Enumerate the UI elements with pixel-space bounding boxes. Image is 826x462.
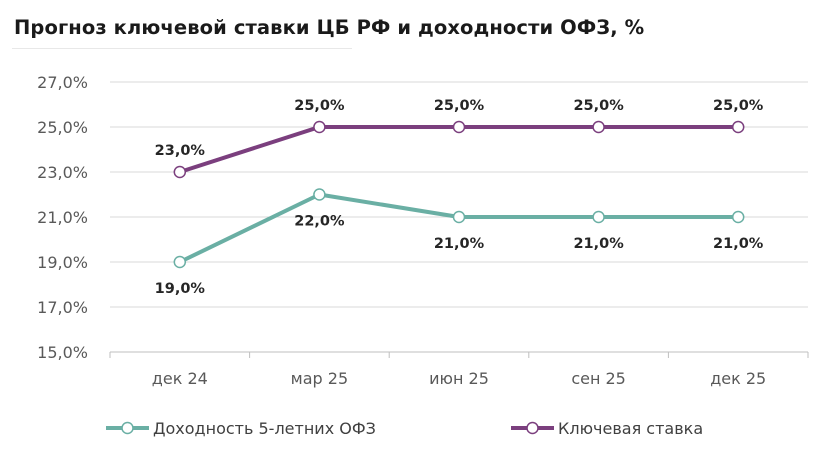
legend-label: Ключевая ставка [558,419,703,438]
data-label: 22,0% [294,214,345,230]
x-tick-label: дек 24 [152,369,208,388]
y-tick-label: 27,0% [37,73,88,92]
y-tick-label: 15,0% [37,343,88,362]
data-point [173,165,187,179]
data-label: 21,0% [573,236,624,252]
data-point [592,210,605,224]
data-label: 25,0% [713,98,764,114]
y-tick-label: 21,0% [37,208,88,227]
data-point [313,120,326,134]
y-tick-label: 25,0% [37,118,88,137]
gridlines [110,81,808,308]
y-tick-label: 23,0% [37,163,88,182]
series-line [177,125,741,174]
x-tick-label: сен 25 [571,369,626,388]
data-label: 19,0% [155,281,206,297]
legend: Доходность 5-летних ОФЗ Ключевая ставка [106,419,703,438]
x-tick-label: дек 25 [710,369,766,388]
data-point [592,120,605,134]
data-label: 25,0% [573,98,624,114]
series-points [173,120,745,269]
title-underline [12,48,352,49]
data-point [452,120,466,134]
y-tick-label: 17,0% [37,298,88,317]
data-point [731,120,745,134]
data-labels: 19,0% 22,0% 21,0% 21,0% 21,0% 23,0% 25,0% 25,0%… [155,98,764,297]
legend-swatch-marker [526,421,539,435]
legend-label: Доходность 5-летних ОФЗ [153,419,376,438]
data-label: 25,0% [434,98,485,114]
data-point [173,255,187,269]
data-point [731,210,745,224]
data-point [452,210,466,224]
data-label: 25,0% [294,98,345,114]
data-label: 21,0% [713,236,764,252]
y-tick-label: 19,0% [37,253,88,272]
data-label: 21,0% [434,236,485,252]
data-point [313,188,326,201]
axes: 15,0% 17,0% 19,0% 21,0% 23,0% 25,0% 27,0% дек 2… [37,73,809,388]
x-tick-label: мар 25 [291,369,348,388]
legend-swatch-marker [121,421,134,435]
chart-title: Прогноз ключевой ставки ЦБ РФ и доходнос… [14,16,645,39]
data-label: 23,0% [155,143,206,159]
x-tick-label: июн 25 [429,369,489,388]
